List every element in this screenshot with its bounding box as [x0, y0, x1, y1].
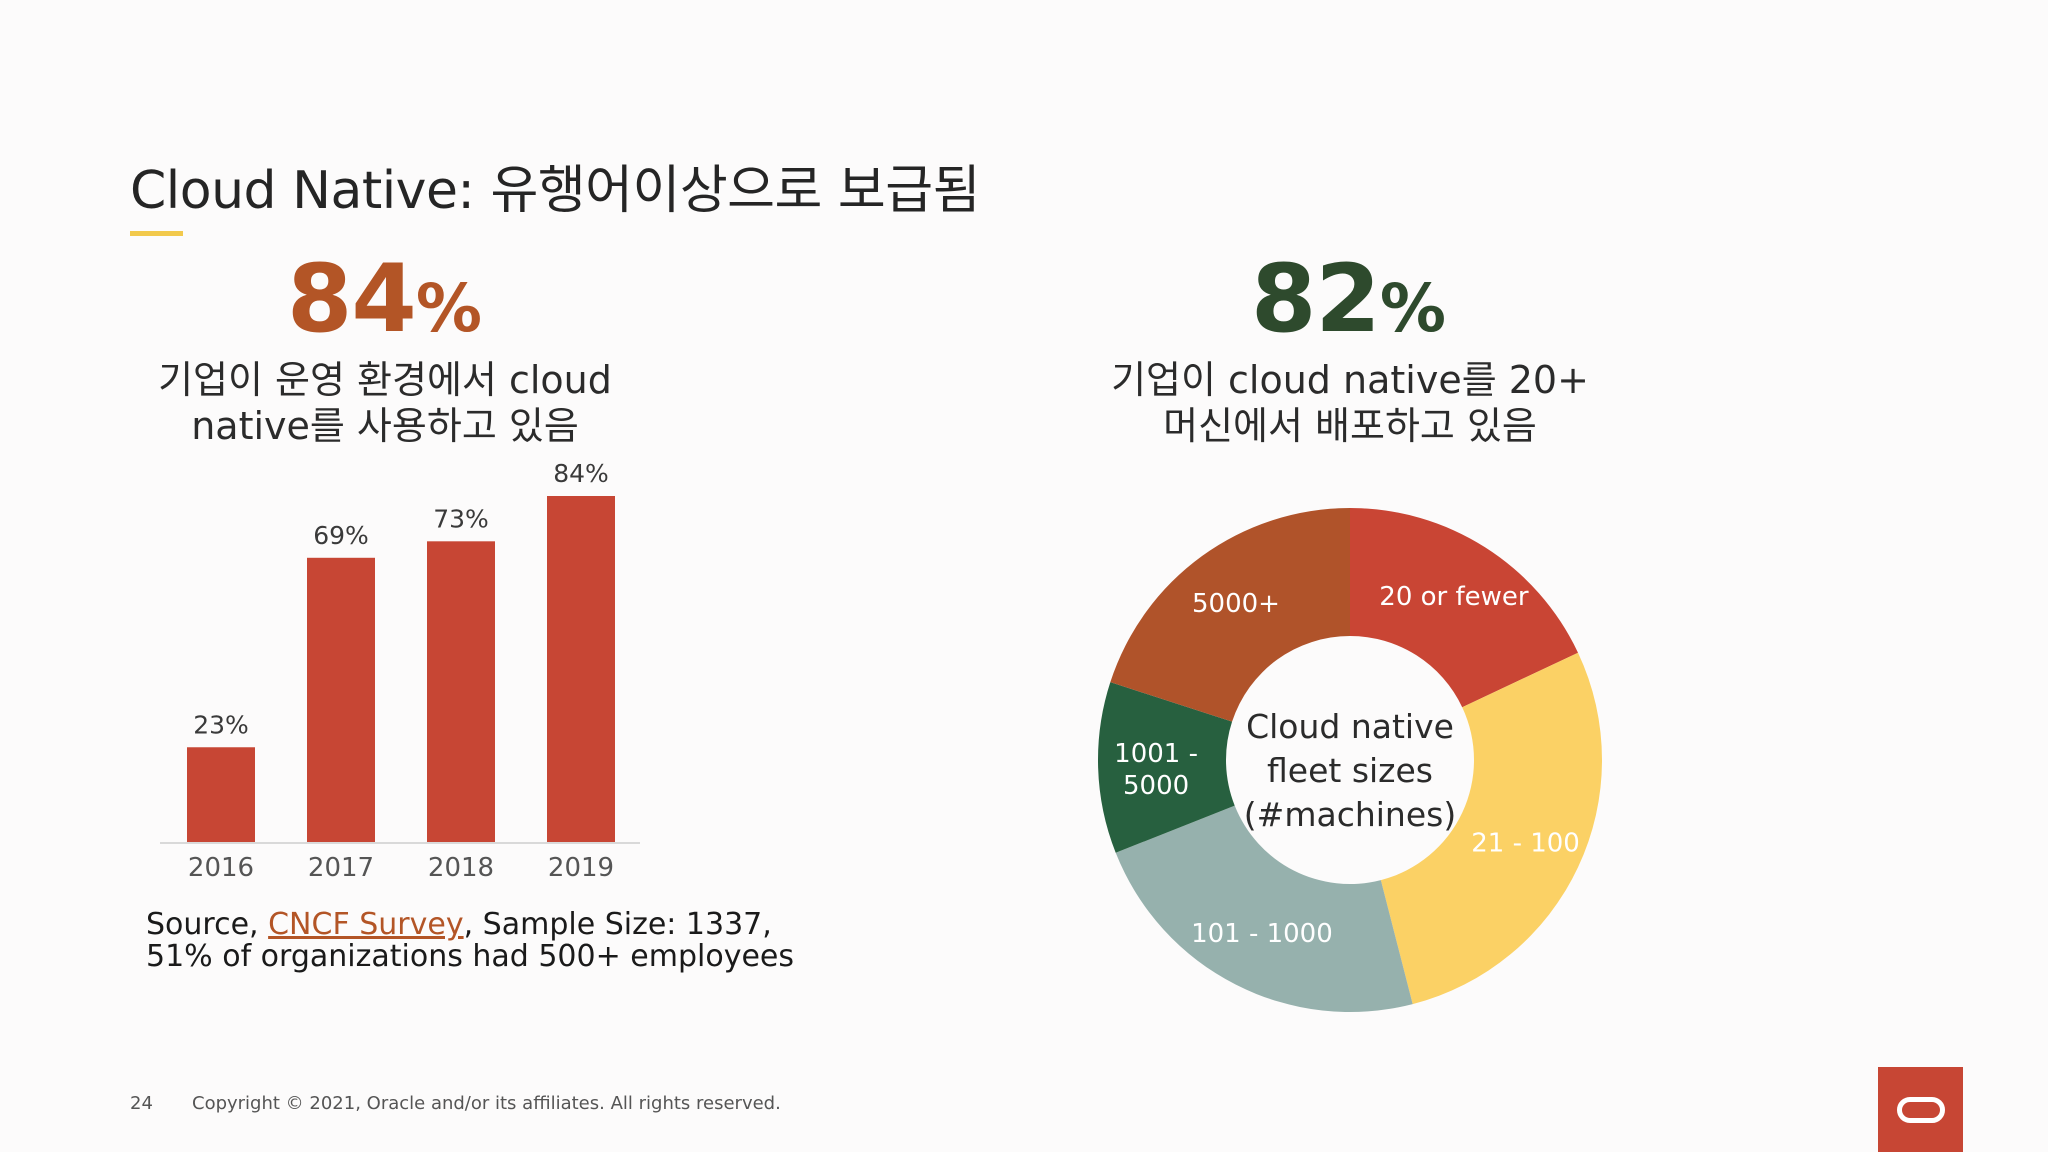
bar-chart: 23% 2016 69% 2017 73% 2018 84% 2019	[160, 459, 640, 883]
bar-category-label: 2018	[428, 853, 494, 883]
donut-center-label: fleet sizes	[1267, 751, 1433, 790]
copyright-text: Copyright © 2021, Oracle and/or its affi…	[192, 1093, 781, 1114]
donut-slice-label: 1001 -5000	[1114, 739, 1198, 801]
page-number: 24	[130, 1093, 153, 1114]
bar-value-label: 73%	[433, 504, 489, 533]
left-stat-value: 84	[287, 245, 417, 354]
right-caption-line2: 머신에서 배포하고 있음	[1163, 404, 1537, 448]
title-underline	[130, 231, 183, 236]
donut-slice-label: 20 or fewer	[1379, 582, 1529, 612]
bar-value-label: 23%	[193, 710, 249, 739]
left-caption-line2: native를 사용하고 있음	[191, 404, 579, 448]
donut-center-label: (#machines)	[1244, 795, 1456, 834]
bar-category-label: 2019	[548, 853, 614, 883]
bar-2018	[427, 541, 495, 842]
left-stat: 84%	[184, 253, 584, 347]
oracle-logo-ring	[1897, 1097, 1945, 1123]
slide-title: Cloud Native: 유행어이상으로 보급됨	[130, 161, 980, 221]
bar-value-label: 69%	[313, 521, 369, 550]
right-caption-line1: 기업이 cloud native를 20+	[1111, 358, 1589, 402]
bar-2017	[307, 557, 375, 842]
donut-slice-0	[1350, 508, 1579, 708]
bar-value-label: 84%	[553, 459, 609, 488]
bar-2019	[547, 496, 615, 842]
bar-category-label: 2017	[308, 853, 374, 883]
right-stat-unit: %	[1379, 270, 1446, 347]
right-stat-value: 82	[1251, 245, 1381, 354]
source-note: Source, CNCF Survey, Sample Size: 1337, …	[146, 909, 794, 973]
right-stat-caption: 기업이 cloud native를 20+ 머신에서 배포하고 있음	[1070, 357, 1630, 449]
bar-category-label: 2016	[188, 853, 254, 883]
oracle-logo-icon	[1878, 1067, 1963, 1152]
bar-2016	[187, 747, 255, 842]
donut-slice-1	[1380, 652, 1602, 1005]
donut-center-label: Cloud native	[1246, 707, 1454, 746]
donut-slice-3	[1098, 682, 1235, 853]
source-prefix: Source,	[146, 907, 269, 942]
donut-chart: 20 or fewer 21 - 100 101 - 1000 1001 -5000 5…	[1098, 508, 1602, 1012]
right-stat: 82%	[1148, 253, 1548, 347]
donut-slice-2	[1115, 805, 1413, 1012]
donut-slice-4	[1110, 508, 1350, 722]
left-stat-unit: %	[415, 270, 482, 347]
donut-slice-label: 5000+	[1192, 589, 1280, 619]
source-line2: 51% of organizations had 500+ employees	[146, 939, 794, 974]
source-suffix: , Sample Size: 1337,	[463, 907, 772, 942]
left-stat-caption: 기업이 운영 환경에서 cloud native를 사용하고 있음	[100, 357, 670, 449]
donut-slice-label: 101 - 1000	[1191, 919, 1333, 949]
source-line1: Source, CNCF Survey, Sample Size: 1337,	[146, 909, 794, 941]
cncf-survey-link[interactable]: CNCF Survey	[268, 907, 464, 942]
left-caption-line1: 기업이 운영 환경에서 cloud	[158, 358, 612, 402]
donut-slice-label: 21 - 100	[1471, 829, 1580, 859]
